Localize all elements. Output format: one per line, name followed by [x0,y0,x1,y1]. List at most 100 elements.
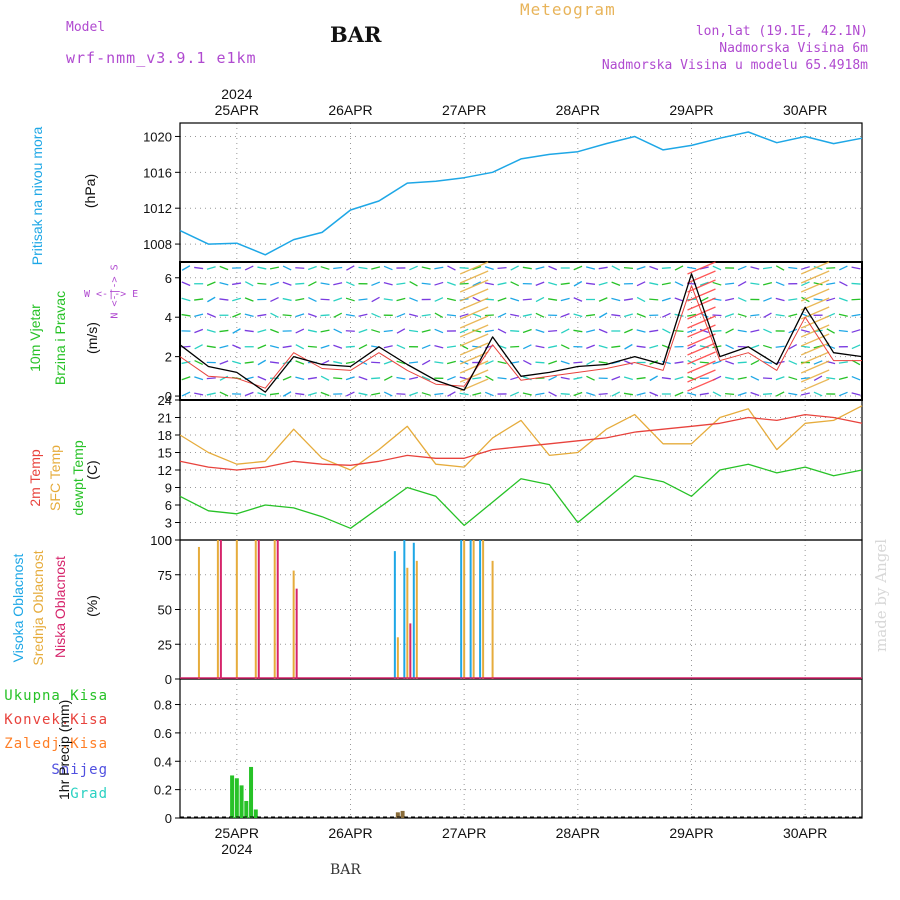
y-tick-label: 18 [158,428,172,443]
wind-gust-arrow [687,270,716,284]
wind-arrow [788,343,798,350]
wind-arrow [586,329,596,333]
cloud-mid-bar [197,546,200,679]
wind-arrow [560,376,570,380]
wind-arrow [725,392,735,396]
wind-arrow [295,360,305,365]
wind-arrow [434,328,444,334]
precip-total-bar [249,766,254,818]
wind-arrow [623,313,633,318]
wind-arrow [219,329,229,333]
wind-arrow [573,265,583,271]
wind-arrow [725,297,735,302]
wind-arrow [383,375,393,381]
wind-arrow [750,282,760,286]
wind-arrow [535,328,545,334]
temp2m-line [179,413,863,471]
wind-arrow [762,266,773,270]
wind-arrow [674,361,684,364]
wind-arrow [762,361,773,364]
wind-arrow [775,376,785,381]
wind-arrow [826,344,836,350]
wind-arrow [333,312,343,318]
wind-arrow [548,391,557,397]
wind-arrow [699,281,709,286]
wind-gust-arrow [459,279,489,293]
wind-arrow [282,297,292,302]
wind-arrow [661,377,671,380]
y-tick-label: 21 [158,411,172,426]
wind-arrow [611,281,621,286]
wind-gust-arrow [459,297,489,311]
wind-arrow [244,361,254,364]
wind-arrow [308,281,317,287]
wind-arrow [257,375,267,381]
wind-arrow [649,329,659,333]
wind-arrow [560,344,570,350]
wind-arrow [775,313,785,317]
wind-arrow [623,392,633,396]
wind-arrow [383,345,393,349]
cloud-mid-bar [235,540,238,679]
wind-arrow [586,359,595,366]
wind-arrow [194,328,204,334]
cloud-mid-bar [472,540,475,679]
model-label: Model [66,20,106,35]
wind-arrow [649,344,659,349]
wind-arrow [661,267,671,269]
wind-arrow [282,314,292,317]
wind-arrow [737,265,747,271]
cloud-mid-bar [482,540,485,679]
wind-arrow [573,361,583,364]
wind-gust-arrow [800,369,830,383]
wind-arrow [295,282,305,285]
wind-arrow [548,375,557,381]
wind-arrow [522,266,532,270]
precip-conv-bar [395,812,400,818]
wind-arrow [813,265,823,271]
wind-arrow [788,313,798,318]
wind-arrow [497,282,507,286]
wind-gust-arrow [800,315,830,329]
wind-arrow [712,360,722,365]
wind-arrow [257,266,267,270]
wind-arrow [838,376,848,381]
y-tick-label: 6 [165,498,172,513]
wind-arrow [333,344,343,349]
wind-arrow [358,328,368,334]
wind-arrow [598,266,608,270]
cloud-low-bar [409,623,412,679]
wind-arrow [484,265,494,271]
wind-arrow [750,266,760,270]
wind-arrow [446,314,457,317]
wind-gust-arrow [459,315,489,329]
wind-arrow [244,281,254,287]
cloud-high-bar [412,542,415,679]
wind-arrow [396,282,406,286]
wind-arrow [851,344,861,350]
wind-arrow [333,297,343,302]
wind-arrow [257,392,267,396]
wind-arrow [611,391,621,397]
wind-arrow [851,375,861,381]
wind-arrow [548,265,558,271]
wind-arrow [421,392,431,396]
wind-arrow [687,344,697,350]
wind-arrow [371,266,381,270]
wind-arrow [472,265,482,271]
legend-snow: Snijeg [51,762,108,778]
wind-arrow [548,298,558,301]
wind-arrow [674,265,684,271]
wind-arrow [282,375,292,381]
wind-gust-arrow [687,342,716,356]
cloud-high-bar [479,540,482,679]
wind-arrow [674,297,684,302]
wind-arrow [447,281,456,286]
wind-arrow [699,312,709,318]
wind-arrow [573,297,583,302]
wind-arrow [712,391,722,397]
wind-arrow [763,328,772,334]
wind-arrows [181,261,861,397]
wind-arrow [409,265,418,271]
wind-arrow [181,265,191,271]
